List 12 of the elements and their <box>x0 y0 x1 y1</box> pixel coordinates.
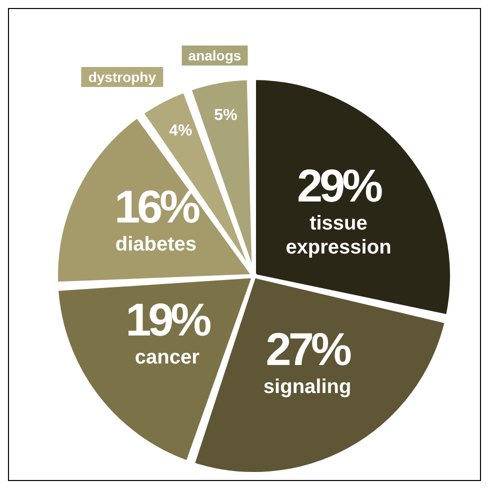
data-label: 19% <box>126 294 211 346</box>
data-label: 29% <box>296 159 382 212</box>
data-label: 5% <box>214 107 238 124</box>
data-label: 27% <box>266 322 351 375</box>
slice-label: cancer <box>134 346 200 369</box>
slice-label: analogs <box>188 48 242 64</box>
data-label: 4% <box>169 122 192 140</box>
slice-label: tissue expression <box>286 212 392 258</box>
slice-label: diabetes <box>115 234 197 256</box>
data-label: 16% <box>114 180 200 233</box>
slice-label: dystrophy <box>88 68 156 85</box>
slice-label: signaling <box>263 376 352 398</box>
